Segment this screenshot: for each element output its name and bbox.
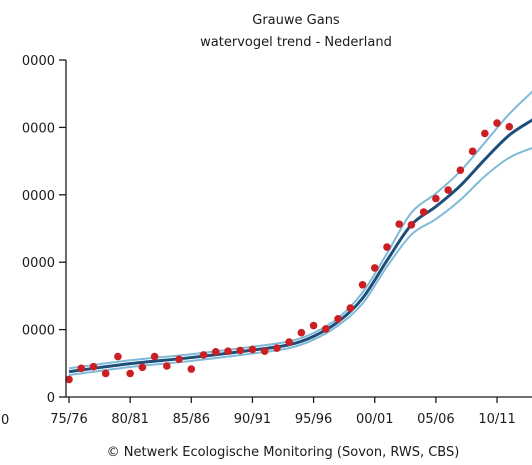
data-point — [358, 280, 367, 289]
confidence-lower-line — [68, 147, 532, 377]
data-point — [346, 304, 355, 312]
data-point — [505, 122, 514, 131]
data-point — [419, 208, 428, 216]
data-point — [187, 365, 196, 373]
chart-subtitle: watervogel trend - Nederland — [200, 35, 392, 50]
x-tick-label: 05/06 — [417, 412, 454, 427]
x-tick-label: 10/11 — [478, 412, 515, 427]
data-point — [297, 328, 306, 337]
x-corner-label: 0 — [1, 413, 9, 428]
x-tick-label: 90/91 — [234, 412, 271, 427]
y-tick-label: 0000 — [22, 324, 55, 339]
data-point — [211, 348, 220, 356]
chart-title: Grauwe Gans — [252, 13, 340, 28]
data-point — [456, 166, 465, 174]
data-point — [65, 375, 73, 384]
data-point — [150, 352, 159, 361]
data-point — [395, 220, 404, 228]
data-point — [493, 119, 501, 127]
data-point — [334, 315, 342, 323]
x-tick-label: 75/76 — [50, 412, 87, 427]
data-point — [77, 364, 86, 373]
data-point — [224, 347, 232, 355]
data-point — [199, 351, 208, 359]
data-point — [322, 325, 330, 333]
data-point — [468, 147, 477, 156]
data-point — [432, 194, 440, 203]
data-point — [163, 362, 171, 370]
credit-text: © Netwerk Ecologische Monitoring (Sovon,… — [107, 445, 460, 460]
x-tick-label: 00/01 — [356, 412, 393, 427]
data-point — [138, 363, 147, 372]
data-point — [101, 369, 110, 378]
data-point — [126, 369, 134, 378]
data-point — [444, 186, 452, 194]
data-point — [273, 344, 281, 352]
data-point — [481, 129, 489, 138]
y-tick-label: 0000 — [22, 121, 55, 136]
data-point — [285, 338, 293, 346]
y-tick-label: 0000 — [22, 189, 55, 204]
x-tick-label: 95/96 — [295, 412, 332, 427]
data-point — [383, 243, 391, 251]
data-point — [114, 352, 122, 361]
data-point — [89, 362, 98, 371]
series-layer — [65, 90, 532, 384]
data-point — [309, 321, 318, 330]
data-point — [370, 264, 379, 272]
y-tick-label: 0 — [47, 391, 55, 406]
x-tick-label: 85/86 — [173, 412, 210, 427]
data-point — [236, 346, 245, 355]
trend-line — [68, 118, 532, 374]
y-tick-label: 0000 — [22, 256, 55, 271]
data-point — [248, 345, 257, 354]
data-point — [407, 220, 416, 229]
x-tick-label: 80/81 — [111, 412, 148, 427]
data-point — [175, 355, 183, 364]
x-axis-ticks: 75/76 80/81 85/86 90/91 95/96 00/01 05/06 10/11 — [50, 397, 516, 427]
data-point — [260, 347, 269, 355]
confidence-upper-line — [68, 90, 532, 370]
y-tick-label: 0000 — [22, 54, 55, 69]
